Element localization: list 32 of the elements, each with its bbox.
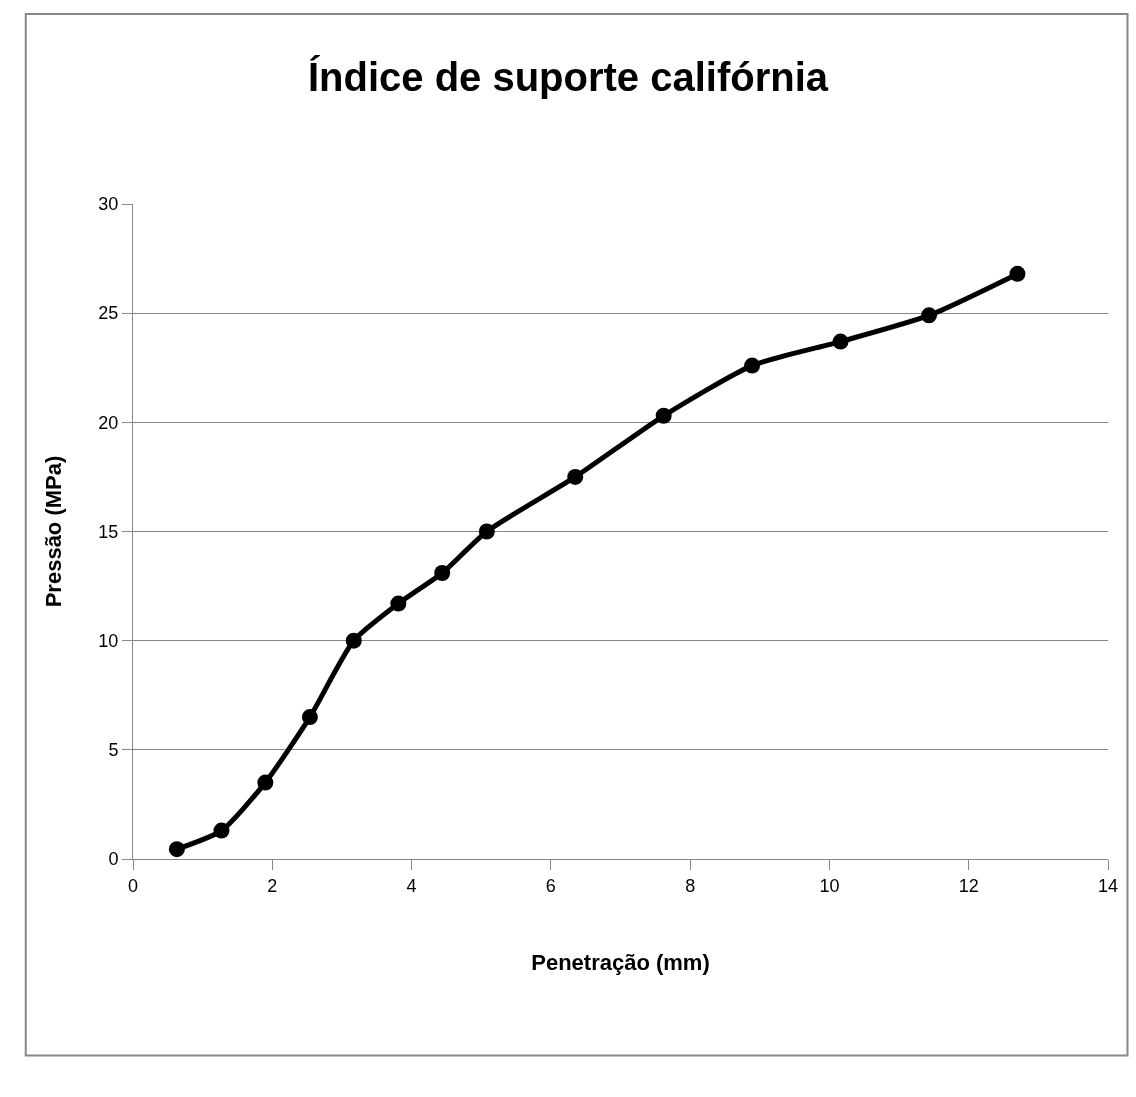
x-axis-title: Penetração (mm) [531,950,710,976]
point [744,357,761,374]
y-axis-title: Pressão (MPa) [41,455,67,608]
point [257,774,274,791]
x-tick-label: 2 [267,875,278,896]
x-tick-label: 0 [127,875,139,896]
point [213,822,230,839]
y-tick-label: 25 [98,303,119,324]
x-tick-label: 10 [819,875,840,896]
y-tick-label: 10 [98,630,119,651]
point [345,632,362,649]
x-tick-label: 4 [406,875,417,896]
x-tick-label: 8 [685,875,696,896]
y-tick-label: 15 [98,521,119,542]
y-tick-label: 20 [98,412,119,433]
point [567,468,584,485]
point [301,709,318,726]
x-tick-label: 6 [545,875,556,896]
point [832,333,849,350]
chart-title: Índice de suporte califórnia [307,54,829,99]
point [168,841,185,858]
point [478,523,495,540]
y-tick-label: 30 [98,194,119,215]
point [434,564,451,581]
x-tick-label: 14 [1097,875,1119,896]
point [390,595,407,612]
point [1009,265,1026,282]
x-tick-label: 12 [958,875,979,896]
point [921,307,938,324]
y-tick-label: 5 [108,740,119,761]
y-tick-label: 0 [108,849,119,870]
point [655,407,672,424]
